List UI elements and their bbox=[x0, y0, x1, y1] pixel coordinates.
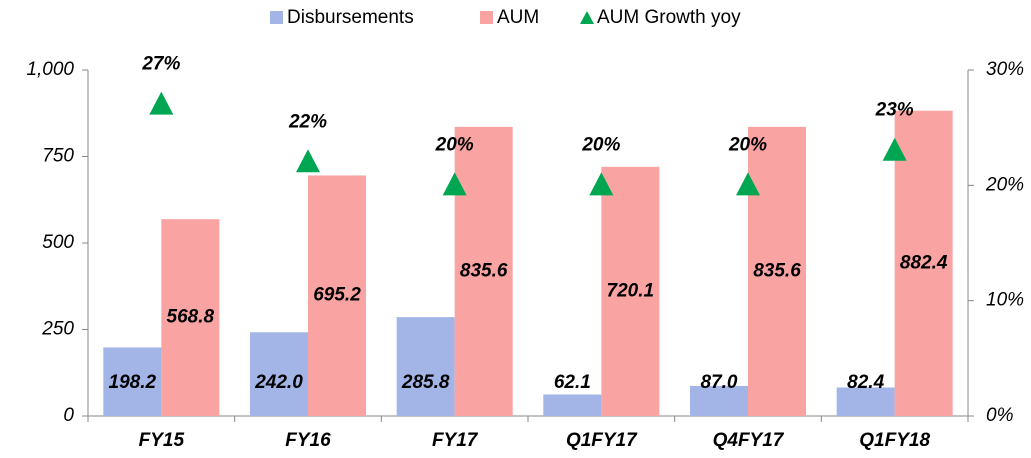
y-tick-label: 0 bbox=[63, 405, 74, 426]
bar bbox=[894, 110, 953, 416]
growth-marker bbox=[736, 172, 760, 196]
data-label: 22% bbox=[288, 111, 327, 132]
legend-swatch bbox=[580, 11, 594, 24]
data-label: 835.6 bbox=[460, 260, 508, 281]
growth-marker bbox=[882, 137, 907, 161]
y-tick-label: 1,000 bbox=[26, 59, 74, 80]
y2-tick-label: 30% bbox=[986, 59, 1024, 80]
legend-label: AUM Growth yoy bbox=[597, 7, 741, 28]
bar bbox=[396, 317, 455, 416]
bar bbox=[454, 126, 513, 417]
x-tick-label: FY17 bbox=[432, 430, 479, 451]
bar bbox=[690, 385, 748, 416]
data-label: 23% bbox=[875, 100, 914, 121]
y2-tick-label: 10% bbox=[986, 290, 1024, 311]
data-label: 882.4 bbox=[900, 252, 948, 273]
bar bbox=[543, 394, 602, 416]
growth-marker bbox=[589, 172, 614, 196]
data-label: 20% bbox=[728, 134, 767, 155]
data-label: 695.2 bbox=[313, 285, 361, 306]
data-label: 242.0 bbox=[254, 372, 303, 393]
bar bbox=[601, 166, 660, 416]
y2-tick-label: 20% bbox=[985, 174, 1024, 195]
data-label: 62.1 bbox=[554, 372, 591, 393]
x-tick-label: Q1FY18 bbox=[859, 430, 930, 451]
y-tick-label: 250 bbox=[41, 319, 74, 340]
legend-label: AUM bbox=[497, 7, 539, 28]
y2-tick-label: 0% bbox=[986, 405, 1014, 426]
bar bbox=[161, 219, 220, 416]
data-label: 198.2 bbox=[109, 372, 157, 393]
bar bbox=[308, 175, 366, 416]
legend-swatch bbox=[270, 11, 283, 24]
bar bbox=[836, 387, 895, 416]
bar bbox=[103, 347, 162, 416]
x-tick-label: Q4FY17 bbox=[713, 430, 785, 451]
x-tick-label: Q1FY17 bbox=[566, 430, 638, 451]
data-label: 87.0 bbox=[701, 372, 738, 393]
data-label: 835.6 bbox=[753, 260, 801, 281]
bar bbox=[250, 332, 308, 416]
data-label: 285.8 bbox=[401, 372, 450, 393]
y-tick-label: 500 bbox=[42, 232, 74, 253]
x-tick-label: FY15 bbox=[139, 430, 185, 451]
data-label: 27% bbox=[141, 54, 180, 75]
data-label: 720.1 bbox=[607, 280, 655, 301]
data-label: 82.4 bbox=[847, 372, 884, 393]
legend-label: Disbursements bbox=[287, 7, 414, 28]
growth-marker bbox=[296, 149, 320, 173]
x-tick-label: FY16 bbox=[285, 430, 331, 451]
data-label: 568.8 bbox=[167, 307, 215, 328]
data-label: 20% bbox=[435, 134, 474, 155]
data-label: 20% bbox=[581, 134, 620, 155]
y-tick-label: 750 bbox=[42, 146, 74, 167]
growth-marker bbox=[442, 172, 467, 196]
growth-marker bbox=[149, 91, 174, 115]
bar bbox=[748, 126, 806, 417]
legend-swatch bbox=[480, 11, 493, 24]
